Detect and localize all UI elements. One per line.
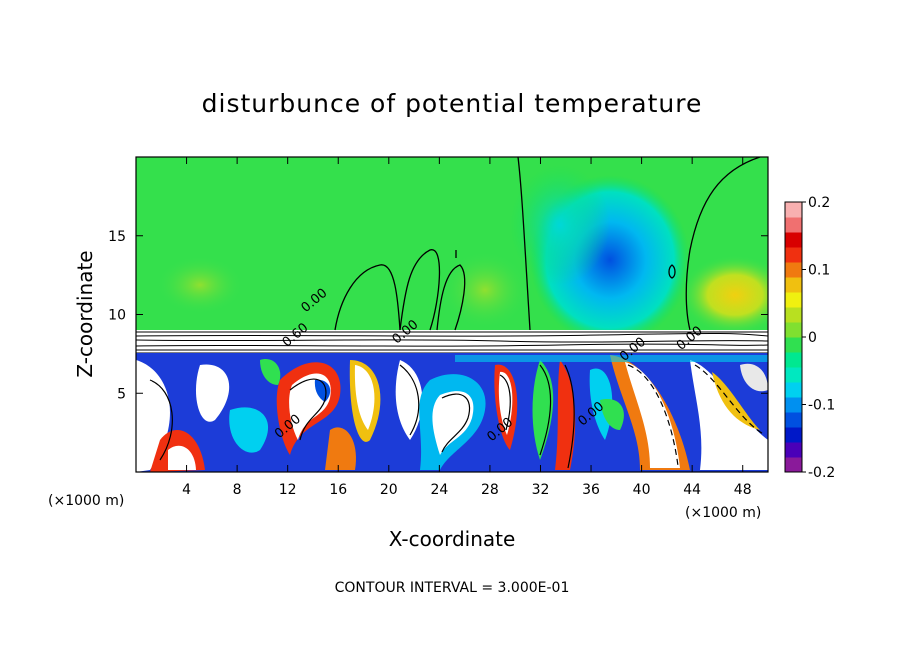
colorbar-tick-label: -0.1 (808, 398, 835, 414)
colorbar-segment (785, 232, 802, 248)
x-unit-note-left: (×1000 m) (48, 493, 124, 509)
contour-interval-note: CONTOUR INTERVAL = 3.000E-01 (335, 580, 570, 596)
colorbar-segment (785, 457, 802, 473)
positive-anomaly-region (680, 255, 768, 335)
colorbar-segment (785, 262, 802, 278)
colorbar-segment (785, 427, 802, 443)
x-tick-label: 16 (329, 482, 347, 498)
y-axis-ticks: 5 10 15 (108, 229, 768, 402)
x-tick-label: 8 (233, 482, 242, 498)
colorbar-segment (785, 202, 802, 218)
colorbar-segment (785, 412, 802, 428)
colorbar-segment (785, 307, 802, 323)
lower-contours (149, 364, 766, 469)
x-tick-label: 40 (633, 482, 651, 498)
light-positive-region (440, 250, 530, 330)
colorbar-segment (785, 442, 802, 458)
x-tick-label: 20 (380, 482, 398, 498)
x-tick-label: 12 (279, 482, 297, 498)
cyan-anomaly-region (510, 165, 610, 285)
colorbar-segment (785, 367, 802, 383)
colorbar-segment (785, 217, 802, 233)
colorbar-segment (785, 352, 802, 368)
x-tick-label: 36 (582, 482, 600, 498)
x-tick-label: 44 (683, 482, 701, 498)
x-tick-label: 24 (430, 482, 448, 498)
colorbar-segment (785, 397, 802, 413)
x-tick-label: 48 (734, 482, 752, 498)
colorbar-segment (785, 382, 802, 398)
x-tick-label: 32 (532, 482, 550, 498)
y-tick-label: 15 (108, 229, 126, 245)
x-axis-label: X-coordinate (389, 527, 516, 551)
colorbar-tick-label: 0.1 (808, 263, 830, 279)
colorbar-tick-label: 0 (808, 330, 817, 346)
upper-contours (334, 157, 761, 331)
x-axis-ticks: 4 8 12 16 20 24 28 32 36 40 44 48 (182, 157, 752, 498)
colorbar-tick-label: -0.2 (808, 465, 835, 481)
plot-field (136, 157, 768, 472)
colorbar-segment (785, 292, 802, 308)
y-axis-label: Z-coordinate (73, 250, 97, 377)
x-tick-label: 4 (182, 482, 191, 498)
colorbar-segment (785, 277, 802, 293)
y-tick-label: 10 (108, 308, 126, 324)
colorbar-segment (785, 322, 802, 338)
colorbar-segment (785, 337, 802, 353)
colorbar-tick-label: 0.2 (808, 195, 830, 211)
light-positive-region-west (155, 255, 245, 315)
y-tick-label: 5 (117, 386, 126, 402)
chart-title: disturbunce of potential temperature (202, 89, 703, 118)
x-unit-note-right: (×1000 m) (685, 505, 761, 521)
colorbar: 0.2 0.1 0 -0.1 -0.2 (784, 195, 835, 481)
x-tick-label: 28 (481, 482, 499, 498)
colorbar-segment (785, 247, 802, 263)
